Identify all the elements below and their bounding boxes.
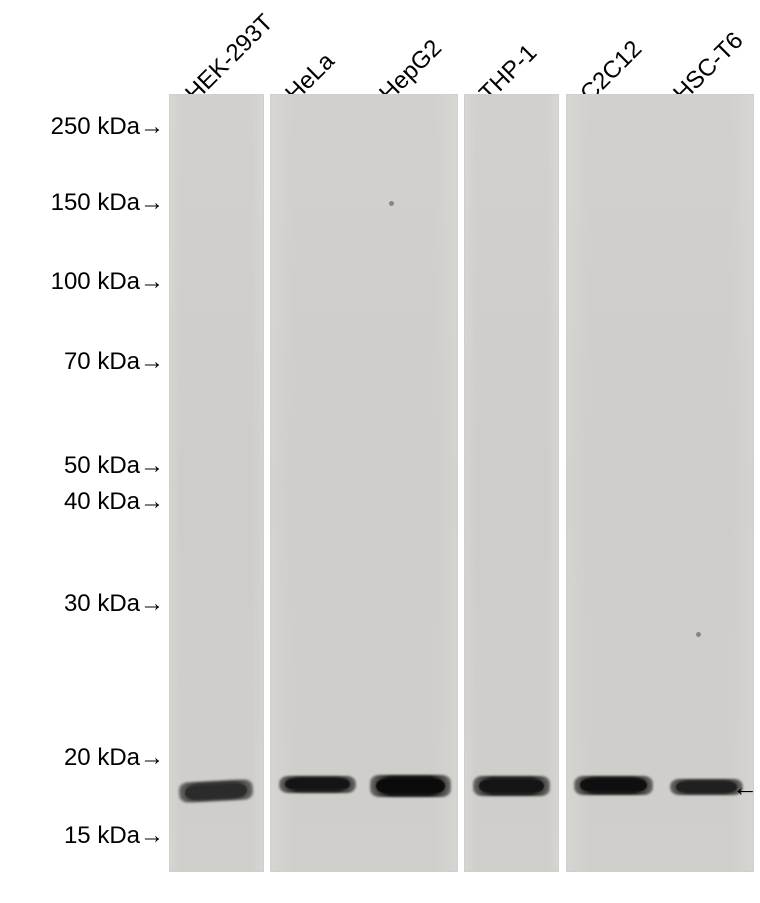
marker-40: 40 kDa→ bbox=[64, 488, 164, 516]
marker-30: 30 kDa→ bbox=[64, 590, 164, 618]
strip-1 bbox=[169, 94, 264, 872]
marker-70: 70 kDa→ bbox=[64, 348, 164, 376]
artifact-spot bbox=[696, 632, 701, 637]
marker-250: 250 kDa→ bbox=[51, 113, 164, 141]
marker-100: 100 kDa→ bbox=[51, 268, 164, 296]
band-core-lane-6 bbox=[676, 782, 737, 792]
target-band-arrow: ← bbox=[732, 772, 758, 803]
band-core-lane-5 bbox=[580, 779, 647, 791]
artifact-spot bbox=[389, 201, 394, 206]
marker-20: 20 kDa→ bbox=[64, 744, 164, 772]
band-core-lane-1 bbox=[185, 783, 248, 799]
band-core-lane-2 bbox=[285, 779, 349, 790]
band-core-lane-3 bbox=[376, 779, 445, 793]
marker-15: 15 kDa→ bbox=[64, 822, 164, 850]
band-core-lane-4 bbox=[479, 780, 543, 793]
strip-2 bbox=[270, 94, 458, 872]
marker-50: 50 kDa→ bbox=[64, 452, 164, 480]
western-blot-figure: HEK-293T HeLa HepG2 THP-1 C2C12 HSC-T6 2… bbox=[0, 0, 760, 903]
marker-150: 150 kDa→ bbox=[51, 189, 164, 217]
strip-4 bbox=[566, 94, 754, 872]
strip-3 bbox=[464, 94, 559, 872]
